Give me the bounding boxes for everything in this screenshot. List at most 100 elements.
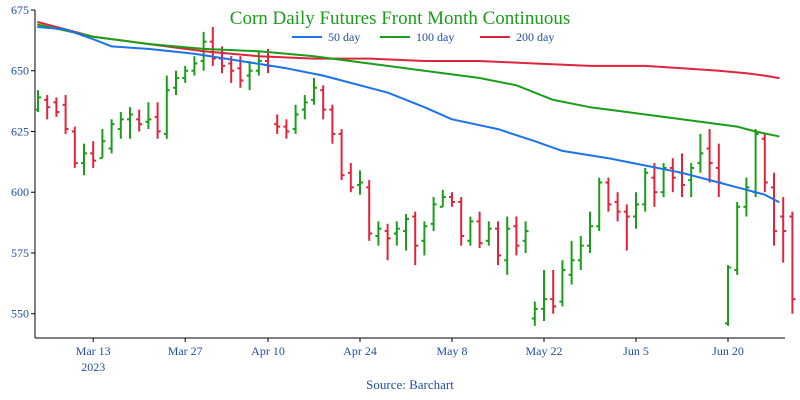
ohlc-bar <box>651 163 658 207</box>
ohlc-bar <box>752 129 759 198</box>
y-axis: 550 575 600 625 650 675 <box>11 3 35 321</box>
ohlc-bar <box>274 114 281 134</box>
ohlc-bar <box>71 126 78 168</box>
ohlc-bar <box>531 301 538 326</box>
ohlc-bar <box>145 102 152 130</box>
ohlc-bar <box>734 201 741 275</box>
ohlc-bar <box>329 104 336 144</box>
y-tick-label: 625 <box>11 124 29 138</box>
ohlc-bar <box>541 269 547 321</box>
ohlc-bar <box>81 143 87 176</box>
x-tick-label: Mar 27 <box>168 344 203 358</box>
ohlc-bar <box>154 102 161 139</box>
ohlc-bar <box>669 158 676 193</box>
price-bars <box>35 27 796 326</box>
ohlc-bar <box>513 216 520 256</box>
ohlc-bar <box>246 61 253 91</box>
ohlc-bar <box>375 221 382 246</box>
y-tick-label: 550 <box>11 307 29 321</box>
legend-item: 100 day <box>380 30 454 44</box>
legend-label: 100 day <box>416 30 454 44</box>
ohlc-bar <box>679 153 685 198</box>
ohlc-bar <box>485 221 492 246</box>
ohlc-bar <box>568 240 575 285</box>
ma-100-day-line <box>37 23 780 138</box>
ohlc-bar <box>209 27 216 66</box>
ohlc-bar <box>283 119 290 139</box>
ohlc-bar <box>725 265 731 326</box>
ohlc-bar <box>357 170 363 195</box>
ohlc-bar <box>403 214 409 251</box>
ohlc-bar <box>384 223 391 261</box>
ohlc-bar <box>62 95 69 134</box>
ohlc-bar <box>99 129 106 160</box>
x-tick-label: Apr 24 <box>343 344 377 358</box>
ohlc-bar <box>614 192 621 222</box>
ohlc-bar <box>366 180 373 241</box>
ohlc-bar <box>697 133 704 173</box>
ohlc-bar <box>117 112 124 139</box>
ohlc-bar <box>688 163 695 198</box>
x-tick-label: Mar 13 <box>76 344 111 358</box>
ohlc-bar <box>311 78 317 105</box>
ohlc-bar <box>393 221 400 246</box>
source-label: Source: Barchart <box>366 377 454 392</box>
ohlc-bar <box>136 109 143 132</box>
y-tick-label: 650 <box>11 64 29 78</box>
ohlc-bar <box>173 70 179 96</box>
ohlc-bar <box>421 221 428 256</box>
ohlc-bar <box>449 192 455 207</box>
ohlc-bar <box>320 85 327 120</box>
y-tick-label: 600 <box>11 185 29 199</box>
legend: 50 day 100 day 200 day <box>292 30 554 44</box>
ohlc-bar <box>53 97 60 117</box>
ohlc-bar <box>623 204 630 251</box>
ohlc-bar <box>522 221 529 253</box>
ohlc-bar <box>182 65 189 83</box>
ohlc-bar <box>605 177 612 212</box>
x-tick-label: May 8 <box>437 344 468 358</box>
legend-item: 200 day <box>480 30 554 44</box>
ohlc-bar <box>743 177 750 217</box>
ohlc-bar <box>577 235 584 270</box>
ohlc-bar <box>90 141 97 168</box>
ohlc-bar <box>347 163 354 193</box>
ohlc-bar <box>338 129 345 181</box>
ohlc-bar <box>476 211 483 249</box>
y-tick-label: 575 <box>11 246 29 260</box>
ma-200-day-line <box>37 21 780 79</box>
x-tick-label: Jun 5 <box>623 344 649 358</box>
ohlc-bar <box>163 75 170 139</box>
ohlc-bar <box>191 56 198 76</box>
y-tick-label: 675 <box>11 3 29 17</box>
ohlc-bar <box>430 197 437 232</box>
ohlc-bar <box>642 167 649 212</box>
ohlc-bar <box>559 260 566 307</box>
x-tick-label: May 22 <box>526 344 563 358</box>
x-tick-year-label: 2023 <box>81 360 105 374</box>
ohlc-bar <box>108 119 115 154</box>
ohlc-bar <box>292 104 299 134</box>
ohlc-bar <box>587 211 593 253</box>
ohlc-bar <box>706 129 713 183</box>
ohlc-bar <box>412 211 419 266</box>
ohlc-bar <box>761 133 768 193</box>
ohlc-bar <box>596 177 603 232</box>
ohlc-bar <box>715 143 722 198</box>
legend-label: 200 day <box>516 30 554 44</box>
ohlc-bar <box>467 216 474 246</box>
ohlc-bar <box>780 197 787 263</box>
legend-label: 50 day <box>328 30 360 44</box>
x-tick-label: Jun 20 <box>712 344 744 358</box>
ohlc-bar <box>44 95 51 120</box>
ohlc-bar <box>495 221 501 266</box>
x-tick-label: Apr 10 <box>251 344 285 358</box>
ohlc-bar <box>550 269 557 314</box>
ohlc-bar <box>458 197 465 246</box>
ohlc-bar <box>633 192 639 229</box>
ohlc-bar <box>771 172 777 246</box>
x-axis: Mar 13 2023 Mar 27 Apr 10 Apr 24 May 8 May 22 J… <box>76 338 744 374</box>
ohlc-bar <box>35 90 41 113</box>
